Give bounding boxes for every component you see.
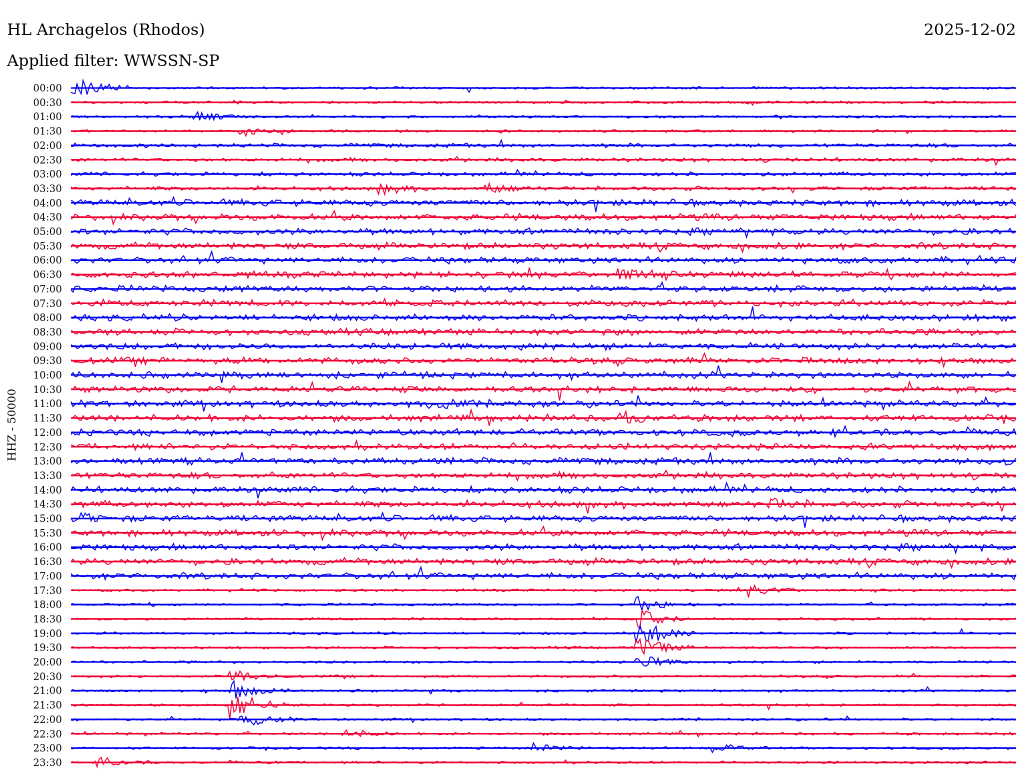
row-time-label: 09:30 — [33, 356, 62, 367]
plot-date: 2025-12-02 — [923, 20, 1016, 39]
row-time-label: 20:30 — [33, 672, 62, 683]
row-time-label: 08:30 — [33, 327, 62, 338]
seismic-trace — [70, 637, 1017, 656]
row-time-label: 04:00 — [33, 198, 62, 209]
row-time-label: 20:00 — [33, 658, 62, 669]
row-time-label: 05:00 — [33, 227, 62, 238]
row-time-label: 16:00 — [33, 543, 62, 554]
row-time-label: 16:30 — [33, 557, 62, 568]
seismic-trace — [70, 424, 1017, 439]
seismic-trace — [70, 595, 1017, 613]
row-time-label: 23:30 — [33, 758, 62, 769]
row-time-label: 07:00 — [33, 284, 62, 295]
row-time-label: 04:30 — [33, 213, 62, 224]
row-time-label: 12:00 — [33, 428, 62, 439]
seismic-trace — [70, 556, 1017, 570]
filter-label: Applied filter: WWSSN-SP — [7, 51, 220, 70]
seismic-trace — [70, 128, 1017, 138]
row-time-label: 11:00 — [33, 399, 62, 410]
row-time-label: 02:30 — [33, 155, 62, 166]
row-time-label: 23:00 — [33, 744, 62, 755]
row-time-label: 19:00 — [33, 629, 62, 640]
seismic-trace — [70, 226, 1017, 240]
row-time-label: 15:30 — [33, 528, 62, 539]
row-time-label: 13:30 — [33, 471, 62, 482]
row-time-label: 13:00 — [33, 457, 62, 468]
row-time-label: 01:30 — [33, 127, 62, 138]
seismic-trace — [70, 542, 1017, 555]
row-time-label: 11:30 — [33, 414, 62, 425]
row-time-label: 05:30 — [33, 241, 62, 252]
row-time-label: 18:30 — [33, 614, 62, 625]
row-time-label: 09:00 — [33, 342, 62, 353]
row-time-label: 17:00 — [33, 571, 62, 582]
seismic-trace — [70, 306, 1017, 323]
row-time-label: 21:30 — [33, 701, 62, 712]
row-time-label: 06:00 — [33, 256, 62, 267]
seismic-trace — [70, 380, 1017, 401]
row-time-label: 19:30 — [33, 643, 62, 654]
row-time-label: 15:00 — [33, 514, 62, 525]
row-time-label: 22:00 — [33, 715, 62, 726]
seismic-trace — [70, 168, 1017, 177]
seismic-trace — [70, 497, 1017, 514]
row-time-label: 22:30 — [33, 729, 62, 740]
seismic-trace — [70, 249, 1017, 266]
seismic-trace — [70, 395, 1017, 412]
row-time-label: 00:00 — [33, 84, 62, 95]
seismic-trace — [70, 195, 1017, 213]
seismic-trace — [70, 679, 1017, 699]
row-time-label: 14:30 — [33, 500, 62, 511]
row-time-label: 07:30 — [33, 299, 62, 310]
seismic-trace — [70, 565, 1017, 582]
seismic-trace — [70, 584, 1017, 598]
seismic-trace — [70, 511, 1017, 528]
row-time-label: 10:00 — [33, 371, 62, 382]
seismic-trace — [70, 138, 1017, 149]
row-time-label: 00:30 — [33, 98, 62, 109]
row-time-label: 10:30 — [33, 385, 62, 396]
row-time-label: 12:30 — [33, 442, 62, 453]
row-time-label: 14:00 — [33, 485, 62, 496]
seismic-trace — [70, 280, 1017, 294]
seismic-trace — [70, 452, 1017, 466]
row-time-label: 03:00 — [33, 170, 62, 181]
row-time-label: 17:30 — [33, 586, 62, 597]
seismic-trace — [70, 715, 1017, 726]
row-time-label: 08:00 — [33, 313, 62, 324]
row-time-label: 03:30 — [33, 184, 62, 195]
row-time-label: 01:00 — [33, 112, 62, 123]
row-time-label: 02:00 — [33, 141, 62, 152]
seismic-trace — [71, 696, 1017, 720]
row-time-label: 06:30 — [33, 270, 62, 281]
row-time-label: 18:00 — [33, 600, 62, 611]
row-time-label: 21:00 — [33, 686, 62, 697]
station-title: HL Archagelos (Rhodos) — [7, 20, 205, 39]
seismic-trace — [70, 438, 1017, 452]
seismic-trace — [70, 297, 1017, 309]
seismic-trace — [70, 241, 1017, 254]
seismic-trace — [70, 155, 1017, 167]
